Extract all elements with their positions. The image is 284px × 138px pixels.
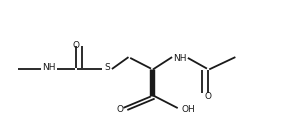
- Text: O: O: [72, 41, 80, 50]
- Text: O: O: [116, 105, 123, 114]
- Text: S: S: [104, 63, 110, 72]
- Text: NH: NH: [42, 63, 56, 72]
- Text: OH: OH: [181, 105, 195, 114]
- Text: O: O: [204, 91, 212, 101]
- Text: NH: NH: [173, 54, 187, 63]
